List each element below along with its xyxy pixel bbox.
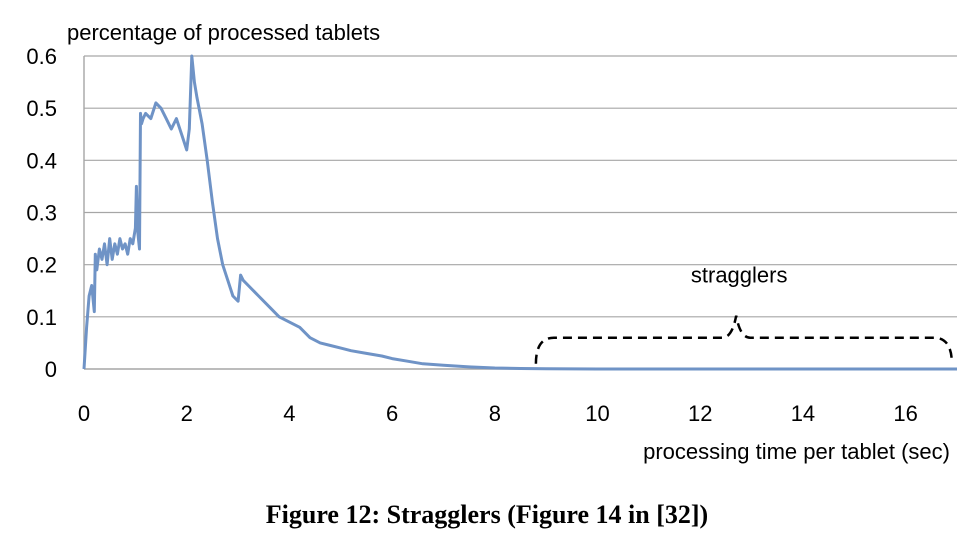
y-tick-label: 0.5: [26, 96, 57, 121]
stragglers-line-chart: 0 0.1 0.2 0.3 0.4 0.5 0.6 0 2 4 6 8 10 12 14 16 straggl…: [26, 20, 957, 464]
x-tick-label: 10: [585, 401, 609, 426]
x-tick-label: 8: [489, 401, 501, 426]
grid-lines: [84, 55, 957, 318]
stragglers-label: stragglers: [691, 262, 788, 287]
y-tick-label: 0: [45, 357, 57, 382]
series-line-0: [82, 54, 957, 371]
stragglers-brace: [534, 315, 954, 364]
tick-labels: 0 0.1 0.2 0.3 0.4 0.5 0.6 0 2 4 6 8 10 12 14 16: [26, 44, 917, 426]
figure-caption: Figure 12: Stragglers (Figure 14 in [32]…: [265, 500, 709, 529]
x-tick-label: 14: [791, 401, 815, 426]
y-tick-label: 0.1: [26, 305, 57, 330]
x-tick-label: 6: [386, 401, 398, 426]
x-tick-label: 16: [893, 401, 917, 426]
x-axis-label: processing time per tablet (sec): [643, 439, 950, 464]
x-tick-label: 4: [283, 401, 295, 426]
y-tick-label: 0.2: [26, 253, 57, 278]
y-tick-label: 0.3: [26, 201, 57, 226]
x-tick-label: 2: [181, 401, 193, 426]
x-tick-label: 0: [78, 401, 90, 426]
series: [82, 54, 957, 371]
annotation: stragglers: [534, 262, 954, 364]
chart-title: percentage of processed tablets: [67, 20, 380, 45]
y-tick-label: 0.6: [26, 44, 57, 69]
x-tick-label: 12: [688, 401, 712, 426]
y-tick-label: 0.4: [26, 148, 57, 173]
